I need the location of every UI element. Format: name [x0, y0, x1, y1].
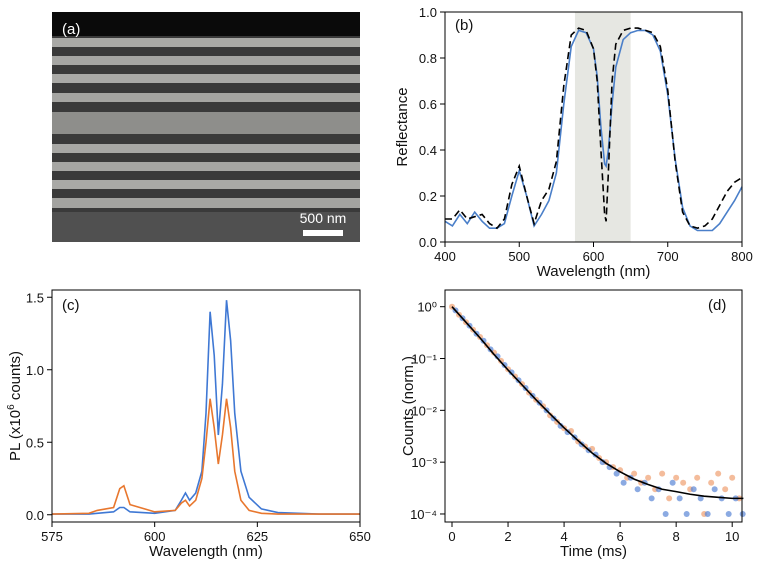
x-tick-label: 400 — [434, 249, 456, 264]
y-axis-label-text: PL (x10 — [7, 410, 24, 461]
point — [557, 422, 564, 429]
point — [494, 353, 501, 360]
x-tick-label: 10 — [725, 529, 739, 544]
x-tick-label: 600 — [144, 529, 166, 544]
point — [680, 479, 687, 486]
y-tick-label: 0.0 — [419, 235, 437, 250]
point — [659, 470, 666, 477]
x-tick-label: 625 — [246, 529, 268, 544]
y-tick-label: 10⁻² — [411, 403, 437, 418]
point — [669, 479, 676, 486]
x-tick-label: 700 — [657, 249, 679, 264]
x-tick-label: 0 — [448, 529, 455, 544]
point — [715, 470, 722, 477]
axes-frame — [444, 289, 743, 523]
point — [508, 369, 515, 376]
x-tick-label: 800 — [731, 249, 753, 264]
panel-label: (a) — [62, 21, 80, 38]
point — [694, 474, 701, 481]
y-tick-label: 10⁻⁴ — [410, 507, 437, 522]
y-tick-label: 0.6 — [419, 97, 437, 112]
y-axis-label-exponent: 6 — [6, 404, 17, 410]
point — [690, 486, 697, 493]
series-line — [445, 27, 743, 230]
x-tick-label: 8 — [673, 529, 680, 544]
x-axis-label: Wavelength (nm) — [537, 263, 651, 280]
y-tick-label: 0.4 — [419, 143, 437, 158]
point — [725, 510, 732, 517]
y-tick-label: 1.5 — [26, 290, 44, 305]
point — [697, 495, 704, 502]
point — [648, 495, 655, 502]
point — [722, 486, 729, 493]
y-tick-label: 1.0 — [26, 363, 44, 378]
x-axis-label: Wavelength (nm) — [149, 543, 263, 560]
x-tick-label: 4 — [560, 529, 567, 544]
x-tick-label: 2 — [504, 529, 511, 544]
y-axis-label: PL (x106 counts) — [6, 351, 24, 461]
y-axis-label: Counts (norm.) — [400, 356, 417, 456]
point — [620, 479, 627, 486]
x-tick-label: 650 — [349, 529, 371, 544]
panel-label: (d) — [708, 297, 726, 314]
panel-label: (b) — [455, 17, 473, 34]
axes-frame — [51, 289, 361, 523]
y-tick-label: 10⁰ — [417, 300, 437, 315]
series-line — [52, 300, 360, 515]
y-tick-label: 0.0 — [26, 508, 44, 523]
y-tick-label: 10⁻¹ — [411, 352, 437, 367]
point — [599, 459, 606, 466]
point — [729, 474, 736, 481]
point — [645, 474, 652, 481]
shaded-span — [574, 12, 631, 242]
y-axis-label-suffix: counts) — [7, 351, 24, 404]
fit-line — [451, 306, 744, 500]
y-tick-label: 1.0 — [419, 5, 437, 20]
point — [673, 474, 680, 481]
point — [711, 486, 718, 493]
point — [704, 510, 711, 517]
point — [739, 510, 746, 517]
series-line — [51, 398, 360, 515]
x-axis-label: Time (ms) — [560, 543, 627, 560]
point — [634, 486, 641, 493]
y-tick-label: 0.5 — [26, 435, 44, 450]
scale-bar-label: 500 nm — [300, 210, 347, 226]
point — [708, 479, 715, 486]
axes-frame — [444, 11, 743, 243]
point — [662, 510, 669, 517]
point — [666, 495, 673, 502]
x-tick-label: 6 — [617, 529, 624, 544]
panel-label: (c) — [62, 297, 80, 314]
x-tick-label: 500 — [508, 249, 530, 264]
x-tick-label: 575 — [41, 529, 63, 544]
y-tick-label: 10⁻³ — [411, 455, 437, 470]
x-tick-label: 600 — [583, 249, 605, 264]
point — [613, 470, 620, 477]
y-tick-label: 0.8 — [419, 51, 437, 66]
point — [676, 495, 683, 502]
y-axis-label: Reflectance — [394, 87, 411, 166]
point — [683, 510, 690, 517]
sem-image — [52, 12, 360, 242]
point — [631, 470, 638, 477]
y-tick-label: 0.2 — [419, 189, 437, 204]
